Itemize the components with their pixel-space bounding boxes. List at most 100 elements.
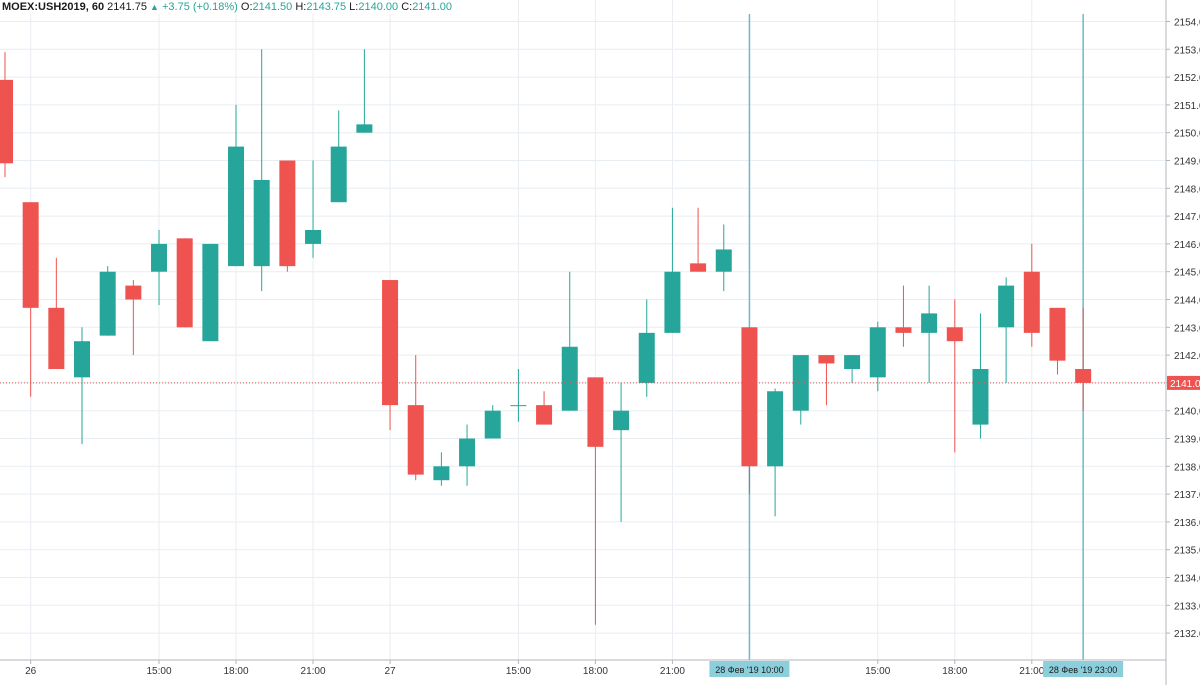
time-tick-label: 18:00 <box>224 666 249 677</box>
price-tick-label: 2150.00 <box>1174 129 1200 140</box>
price-tick-label: 2143.00 <box>1174 323 1200 334</box>
candle-body <box>484 410 501 439</box>
candle-body <box>22 202 39 308</box>
candle-body <box>356 124 373 133</box>
crosshair-lines <box>748 14 1084 660</box>
candle-body <box>382 280 399 406</box>
price-tick-label: 2152.00 <box>1174 73 1200 84</box>
close-value: 2141.00 <box>412 1 452 13</box>
candle-body <box>74 341 91 378</box>
candle-body <box>921 313 938 333</box>
candle-body <box>561 346 578 411</box>
time-tick-label: 15:00 <box>506 666 531 677</box>
candle-body <box>536 405 553 425</box>
candle-body <box>279 160 296 267</box>
candle-body <box>433 466 450 481</box>
candle-body <box>202 243 219 342</box>
candle-body <box>613 410 630 431</box>
close-label: C: <box>401 1 413 13</box>
candle-body <box>0 79 13 164</box>
price-tick-label: 2151.00 <box>1174 101 1200 112</box>
candle-body <box>690 263 707 272</box>
candle-body <box>176 238 193 328</box>
time-tick-label: 21:00 <box>301 666 326 677</box>
price-tick-label: 2145.00 <box>1174 268 1200 279</box>
time-tick-label: 18:00 <box>583 666 608 677</box>
time-tick-label: 15:00 <box>865 666 890 677</box>
crosshair-time-label-bg <box>709 661 790 677</box>
low-value: 2140.00 <box>358 1 399 13</box>
candle-body <box>407 405 424 475</box>
symbol-label[interactable]: MOEX:USH2019, 60 <box>2 1 105 13</box>
candle-body <box>844 355 861 369</box>
time-tick-label: 21:00 <box>1019 666 1044 677</box>
candle-body <box>1075 369 1092 383</box>
price-tick-label: 2138.00 <box>1174 462 1200 473</box>
price-tick-label: 2133.00 <box>1174 601 1200 612</box>
candle-body <box>792 355 809 411</box>
low-label: L: <box>349 1 359 13</box>
triangle-up-icon: ▲ <box>150 2 159 12</box>
candle-body <box>895 327 912 333</box>
candle-body <box>228 146 245 267</box>
current-price-label: 2141.00 <box>1170 379 1200 390</box>
candle-body <box>869 327 886 378</box>
open-value: 2141.50 <box>252 1 293 13</box>
price-tick-label: 2137.00 <box>1174 490 1200 501</box>
candle-body <box>125 285 142 300</box>
price-tick-label: 2132.00 <box>1174 629 1200 640</box>
price-tick-label: 2149.00 <box>1174 157 1200 168</box>
price-tick-label: 2135.00 <box>1174 546 1200 557</box>
candle-body <box>99 271 116 336</box>
candle-body <box>741 327 758 467</box>
grid <box>0 0 1165 660</box>
open-label: O: <box>240 1 253 13</box>
candle-body <box>151 243 168 272</box>
candle-body <box>818 355 835 364</box>
price-tick-label: 2139.00 <box>1174 435 1200 446</box>
time-tick-label: 21:00 <box>660 666 685 677</box>
price-tick-label: 2142.00 <box>1174 351 1200 362</box>
candle-body <box>48 307 65 369</box>
candle-body <box>587 377 604 447</box>
price-tick-label: 2154.00 <box>1174 18 1200 29</box>
candle-body <box>998 285 1015 328</box>
candle-body <box>946 327 963 342</box>
candle-body <box>972 369 989 425</box>
price-tick-label: 2134.00 <box>1174 574 1200 585</box>
candle-body <box>767 391 784 467</box>
high-label: H: <box>295 1 307 13</box>
time-tick-label: 18:00 <box>942 666 967 677</box>
candle-body <box>664 271 681 333</box>
candle-body <box>510 405 527 407</box>
price-tick-label: 2153.00 <box>1174 45 1200 56</box>
price-tick-label: 2140.00 <box>1174 407 1200 418</box>
price-tick-label: 2147.00 <box>1174 212 1200 223</box>
candle-body <box>459 438 476 467</box>
price-tick-label: 2148.00 <box>1174 184 1200 195</box>
price-change: +3.75 (+0.18%) <box>161 1 238 13</box>
candle-body <box>638 332 655 383</box>
time-tick-label: 26 <box>25 666 37 677</box>
candle-body <box>330 146 347 203</box>
crosshair-time-label: 28 Фев '19 23:00 <box>1049 665 1117 675</box>
crosshair-time-label: 28 Фев '19 10:00 <box>715 665 783 675</box>
price-tick-label: 2146.00 <box>1174 240 1200 251</box>
candle-body <box>1023 271 1040 333</box>
candle-body <box>253 179 270 267</box>
price-tick-label: 2144.00 <box>1174 296 1200 307</box>
price-tick-label: 2136.00 <box>1174 518 1200 529</box>
time-tick-label: 27 <box>384 666 396 677</box>
candle-body <box>715 249 732 272</box>
crosshair-time-label-bg <box>1043 661 1124 677</box>
candle-body <box>305 230 322 244</box>
chart-header: MOEX:USH2019, 60 2141.75 ▲ +3.75 (+0.18%… <box>2 0 452 14</box>
candles <box>0 49 1092 625</box>
last-price: 2141.75 <box>107 1 147 13</box>
time-tick-label: 15:00 <box>147 666 172 677</box>
high-value: 2143.75 <box>306 1 347 13</box>
candle-body <box>1049 307 1066 361</box>
